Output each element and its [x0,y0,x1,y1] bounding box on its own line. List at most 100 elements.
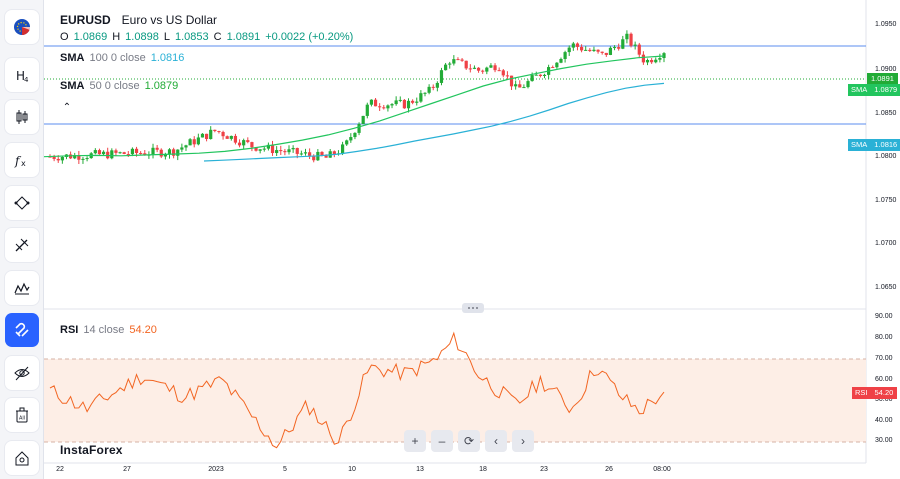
date-tick: 27 [123,466,131,473]
price-tick: 1.0850 [875,110,897,117]
candle-body [481,70,485,72]
sma50-line [44,55,665,158]
candle-body [378,106,382,108]
candle-body [200,133,205,138]
rsi-tick: 70.00 [875,355,893,362]
reset-button[interactable]: ⟳ [458,430,480,452]
candle-body [637,44,641,55]
rsi-params: 14 close [83,324,125,336]
candle-body [621,39,625,49]
svg-text:x: x [21,159,26,168]
candle-body [126,153,130,155]
candle-body [155,147,159,150]
sma100-tag-label: SMA [848,139,871,151]
zoom-in-button[interactable]: + [404,430,426,452]
candle-body [180,147,184,150]
price-tick: 1.0700 [875,240,897,247]
candle-body [493,65,497,71]
candle-body [237,142,242,146]
rsi-price-tag: RSI 54.20 [852,387,898,399]
sma50-value: 1.0879 [144,80,179,92]
candle-body [464,60,468,69]
sma50-params: 50 0 close [89,80,140,92]
patterns-icon[interactable] [5,271,39,305]
symbol-description: Euro vs US Dollar [121,13,218,27]
candle-body [130,148,135,155]
candle-body [60,157,64,161]
candle-body [151,147,155,155]
sma50-tag-value: 1.0879 [870,84,900,96]
candle-body [275,150,279,154]
candle-body [69,154,73,159]
candle-body [633,44,637,46]
candle-body [538,74,542,76]
candle-body [394,100,398,105]
candle-body [357,124,361,133]
candle-body [472,67,477,69]
candle-body [650,60,654,63]
candle-body [518,84,522,88]
candle-body [184,145,188,148]
candle-body [625,33,629,40]
price-tick: 1.0750 [875,197,897,204]
candle-body [575,43,580,47]
candle-body [188,139,192,146]
date-tick: 18 [479,466,487,473]
candle-body [291,147,295,150]
sma50-tag-label: SMA [848,84,871,96]
zoom-out-button[interactable]: – [431,430,453,452]
candle-body [349,137,353,141]
scroll-left-button[interactable]: ‹ [485,430,507,452]
candles-group [48,30,666,164]
home-icon[interactable] [5,441,39,475]
symbol-name[interactable]: EURUSD [60,13,111,27]
candle-body [419,93,423,102]
scroll-right-button[interactable]: › [512,430,534,452]
candle-body [456,59,460,61]
rsi-name: RSI [60,324,79,336]
candle-body [485,67,489,72]
candle-body [617,47,621,49]
candle-body [279,150,283,152]
trash-icon[interactable]: All [5,398,39,432]
eye-off-icon[interactable] [5,356,39,390]
chart-canvas [44,0,867,464]
candle-body [406,100,411,109]
candles-icon[interactable] [5,100,39,134]
candle-body [514,84,518,87]
candle-body [225,136,229,139]
candle-body [505,75,510,77]
magnet-icon[interactable] [5,313,39,347]
price-tick: 1.0800 [875,153,897,160]
candle-body [159,149,163,157]
candle-body [365,104,369,116]
sma100-legend[interactable]: SMA 100 0 close 1.0816 [60,52,184,64]
rsi-tick: 30.00 [875,437,893,444]
chart-area[interactable]: EURUSD Euro vs US Dollar O 1.0869 H 1.0898… [44,0,900,479]
candle-body [584,49,588,51]
sma100-params: 100 0 close [89,52,146,64]
candle-body [662,53,666,59]
collapse-legend-button[interactable]: ⌃ [58,100,76,114]
candle-body [386,105,390,109]
candle-body [501,70,505,76]
candle-body [571,43,575,48]
high-label: H [112,31,121,43]
sma50-legend[interactable]: SMA 50 0 close 1.0879 [60,80,178,92]
brush-icon[interactable] [5,228,39,262]
pane-resize-handle[interactable] [462,303,484,313]
scroll-right-icon: › [521,434,525,448]
rsi-tick: 50.00 [875,396,893,403]
candle-body [369,99,374,105]
low-value: 1.0853 [174,31,209,43]
flag-eu-icon[interactable] [5,10,39,44]
candle-body [324,155,328,158]
candle-body [254,147,258,151]
candle-body [542,74,547,76]
drawing-tool-icon[interactable] [5,186,39,220]
rsi-legend[interactable]: RSI 14 close 54.20 [60,324,157,336]
candle-body [373,99,378,107]
candle-body [448,63,452,65]
